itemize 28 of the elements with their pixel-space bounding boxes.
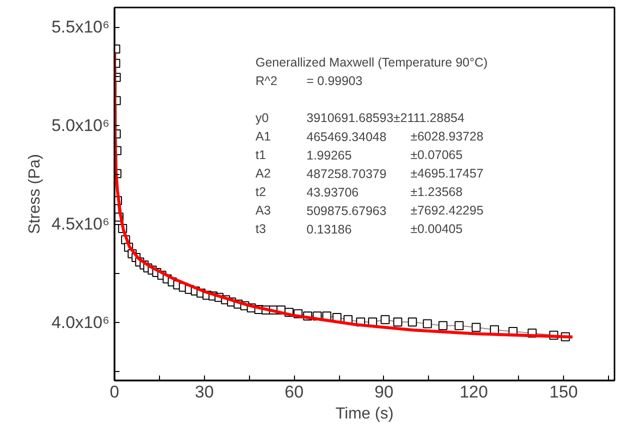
point (472, 322, 481, 332)
point (408, 318, 417, 327)
y-tick-label: 4.5x10⁶ (51, 214, 110, 234)
annotation: Generallized Maxwell (Temperature 90°C) (256, 56, 488, 70)
x-tick-label: 60 (284, 382, 304, 402)
point (454, 321, 464, 330)
x-tick-label: 0 (110, 382, 120, 402)
x-axis-title: Time (s) (335, 406, 394, 422)
text: t1 1.99265 ±0.07065 (256, 148, 463, 162)
point (380, 315, 390, 324)
x-tick-label: 30 (194, 382, 214, 402)
text: A3 509875.67963 ±7692.42295 (256, 204, 484, 218)
text: y0 3910691.68593±2111.28854 (256, 111, 464, 125)
text: R^2 = 0.99903 (256, 74, 362, 88)
text: A2 487258.70379 ±4695.17457 (256, 166, 484, 181)
y-tick-label: 4.0x10⁶ (51, 312, 110, 332)
x-tick-label: 150 (549, 382, 578, 402)
y-tick-label: 5.5x10⁶ (51, 18, 110, 37)
text: A1 465469.34048 ±6028.93728 (256, 130, 484, 144)
text: t3 0.13186 ±0.00405 (256, 222, 463, 236)
y-axis-title: Stress (Pa) (26, 154, 44, 234)
x-tick-label: 120 (460, 382, 488, 402)
point (422, 319, 432, 328)
text: t2 43.93706 ±1.23568 (256, 185, 463, 200)
point (438, 321, 448, 330)
x-tick-label: 90 (374, 382, 394, 402)
y-tick-label: 5.0x10⁶ (51, 116, 110, 136)
point (393, 318, 402, 327)
